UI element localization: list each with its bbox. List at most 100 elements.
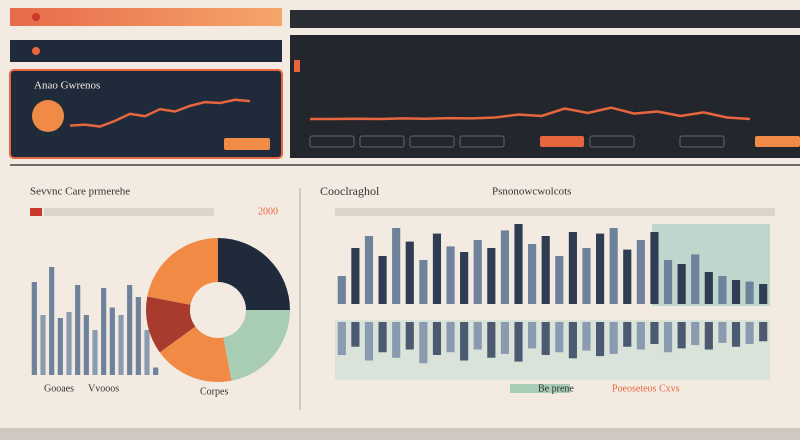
bar: [731, 322, 741, 347]
avatar: [32, 100, 64, 132]
panel-title: Anao Gwrenos: [34, 80, 100, 92]
legend-label: Poeoseteos Cxvs: [612, 383, 680, 394]
bar: [623, 249, 632, 304]
donut-slice: [223, 310, 290, 381]
top-bar: [10, 8, 282, 26]
bar: [650, 232, 659, 304]
bar: [745, 281, 754, 304]
bar: [57, 318, 63, 375]
button[interactable]: [309, 135, 355, 148]
bar: [663, 322, 673, 353]
x-label: Vvooos: [88, 383, 119, 394]
bar: [691, 322, 700, 346]
bar: [92, 330, 98, 375]
bar: [541, 236, 550, 304]
panel: [9, 69, 283, 159]
bar: [514, 224, 523, 304]
bar: [392, 228, 401, 304]
donut-slice: [146, 296, 196, 353]
bar: [351, 248, 360, 304]
bar: [378, 256, 387, 304]
bar: [759, 284, 768, 304]
bar: [144, 330, 150, 375]
bar: [514, 322, 523, 362]
bar: [677, 264, 686, 304]
bar: [473, 240, 482, 304]
button[interactable]: [359, 135, 405, 148]
section-subtitle: Psnonowcwolcots: [492, 186, 571, 198]
bar: [731, 280, 741, 304]
bar: [528, 322, 537, 349]
bar: [127, 285, 133, 375]
donut-label: Corpes: [200, 386, 228, 397]
bar: [704, 272, 713, 304]
bar-track: [44, 208, 214, 216]
marker: [294, 60, 300, 72]
bar: [419, 260, 428, 304]
bar-track: [335, 208, 775, 216]
dot: [32, 13, 40, 21]
bar: [419, 322, 428, 364]
button[interactable]: [755, 136, 800, 147]
bar: [135, 297, 141, 375]
bar: [555, 322, 564, 353]
marker: [30, 208, 42, 216]
bar: [40, 315, 46, 375]
bar: [704, 322, 713, 350]
bar: [623, 322, 632, 347]
bar: [364, 322, 374, 361]
bar: [759, 322, 768, 342]
bar: [568, 232, 577, 304]
footer: [0, 428, 800, 440]
bar: [118, 315, 124, 375]
bar: [663, 260, 673, 304]
dot: [32, 47, 40, 55]
legend-swatch: [510, 384, 570, 393]
top-bar: [290, 10, 800, 28]
bar: [364, 236, 374, 304]
section-title: Sevvnc Care prmerehe: [30, 186, 130, 198]
bar: [609, 322, 618, 354]
bar: [582, 322, 591, 351]
bar: [636, 322, 645, 350]
bar: [432, 233, 442, 304]
button[interactable]: [224, 138, 270, 150]
bar: [432, 322, 442, 355]
bar: [83, 315, 89, 375]
donut-slice: [147, 238, 218, 305]
bar: [49, 267, 55, 375]
bar: [378, 322, 387, 353]
bar: [337, 276, 346, 304]
bar: [541, 322, 550, 355]
nav-bar: [10, 40, 282, 62]
bar: [405, 322, 414, 350]
section-title: Cooclraghol: [320, 184, 380, 198]
bar: [718, 276, 727, 304]
donut-slice: [218, 238, 290, 310]
bar: [460, 322, 469, 361]
bar: [337, 322, 346, 355]
bar: [582, 248, 591, 304]
bar: [487, 322, 496, 358]
bar: [392, 322, 401, 358]
button[interactable]: [459, 135, 505, 148]
bar: [487, 248, 496, 304]
button[interactable]: [679, 135, 725, 148]
x-label: Gooaes: [44, 383, 74, 394]
bar: [75, 285, 81, 375]
bar: [446, 246, 455, 304]
button[interactable]: [409, 135, 455, 148]
line-series: [69, 98, 251, 128]
line-series: [310, 106, 751, 121]
bar: [351, 322, 360, 347]
bar: [500, 230, 509, 304]
button[interactable]: [540, 136, 584, 147]
bar: [405, 241, 414, 304]
button[interactable]: [589, 135, 635, 148]
donut-slice: [159, 326, 232, 382]
bar: [153, 367, 159, 375]
bar: [109, 307, 115, 375]
bar: [745, 322, 754, 344]
bar: [446, 322, 455, 353]
bar: [31, 282, 37, 375]
